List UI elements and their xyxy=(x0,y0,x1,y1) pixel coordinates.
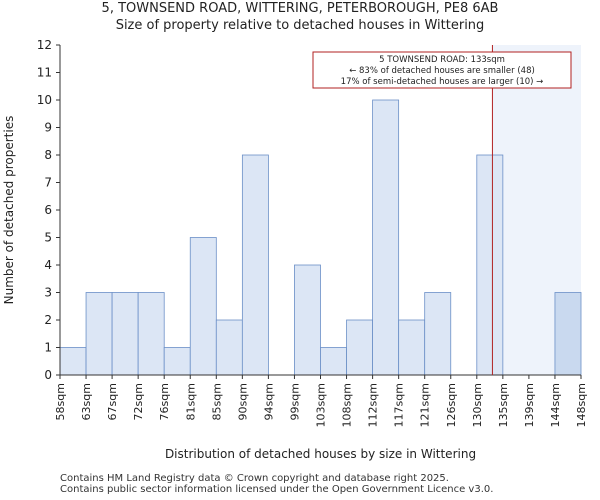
x-tick-label: 72sqm xyxy=(132,383,145,420)
bar xyxy=(189,237,217,376)
chart-subtitle: Size of property relative to detached ho… xyxy=(115,18,485,33)
x-tick-label: 63sqm xyxy=(80,383,93,420)
y-tick-label: 12 xyxy=(37,38,52,52)
x-tick-label: 148sqm xyxy=(575,383,588,427)
y-tick-label: 3 xyxy=(44,286,52,300)
chart-title: 5, TOWNSEND ROAD, WITTERING, PETERBOROUG… xyxy=(101,1,499,16)
x-tick-label: 90sqm xyxy=(236,383,249,420)
x-tick-label: 67sqm xyxy=(106,383,119,420)
bar xyxy=(294,264,321,376)
footer-line-2: Contains public sector information licen… xyxy=(60,484,494,495)
x-tick-label: 130sqm xyxy=(471,383,484,427)
x-tick-label: 144sqm xyxy=(549,383,562,427)
footer-line-1: Contains HM Land Registry data © Crown c… xyxy=(60,473,449,484)
y-tick-label: 5 xyxy=(44,231,52,245)
x-tick-label: 117sqm xyxy=(393,383,406,427)
bar xyxy=(424,292,452,376)
x-tick-label: 103sqm xyxy=(315,383,328,427)
y-tick-label: 2 xyxy=(44,313,52,327)
x-tick-label: 99sqm xyxy=(288,383,301,420)
x-tick-label: 139sqm xyxy=(523,383,536,427)
y-tick-label: 10 xyxy=(37,93,52,107)
bar xyxy=(59,347,87,376)
annotation-line-3: 17% of semi-detached houses are larger (… xyxy=(341,77,544,87)
y-tick-label: 7 xyxy=(44,176,52,190)
bar xyxy=(85,292,113,376)
y-axis-label: Number of detached properties xyxy=(2,116,16,305)
y-tick-label: 0 xyxy=(44,368,52,382)
y-tick-label: 1 xyxy=(44,341,52,355)
y-tick-label: 11 xyxy=(37,66,52,80)
x-tick-label: 126sqm xyxy=(445,383,458,427)
y-tick-label: 6 xyxy=(44,203,52,217)
bar xyxy=(554,292,582,376)
x-axis-label: Distribution of detached houses by size … xyxy=(165,447,476,461)
bar xyxy=(398,319,426,376)
x-tick-label: 76sqm xyxy=(158,383,171,420)
x-tick-label: 58sqm xyxy=(54,383,67,420)
x-tick-label: 135sqm xyxy=(497,383,510,427)
x-tick-label: 108sqm xyxy=(341,383,354,427)
annotation-line-2: ← 83% of detached houses are smaller (48… xyxy=(349,66,535,76)
y-tick-label: 8 xyxy=(44,148,52,162)
bar xyxy=(320,347,347,376)
bar xyxy=(137,292,165,376)
bar xyxy=(111,292,139,376)
x-tick-label: 121sqm xyxy=(419,383,432,427)
annotation-box: 5 TOWNSEND ROAD: 133sqm ← 83% of detache… xyxy=(312,51,572,89)
y-tick-label: 4 xyxy=(44,258,52,272)
x-tick-label: 112sqm xyxy=(367,383,380,427)
x-tick-label: 85sqm xyxy=(210,383,223,420)
bar xyxy=(372,99,400,376)
bar xyxy=(215,319,243,376)
annotation-line-1: 5 TOWNSEND ROAD: 133sqm xyxy=(379,55,505,65)
bar xyxy=(346,319,373,376)
y-tick-label: 9 xyxy=(44,121,52,135)
x-tick-label: 94sqm xyxy=(262,383,275,420)
bar xyxy=(163,347,191,376)
x-tick-label: 81sqm xyxy=(184,383,197,420)
bar xyxy=(476,154,504,376)
bar xyxy=(241,154,269,376)
